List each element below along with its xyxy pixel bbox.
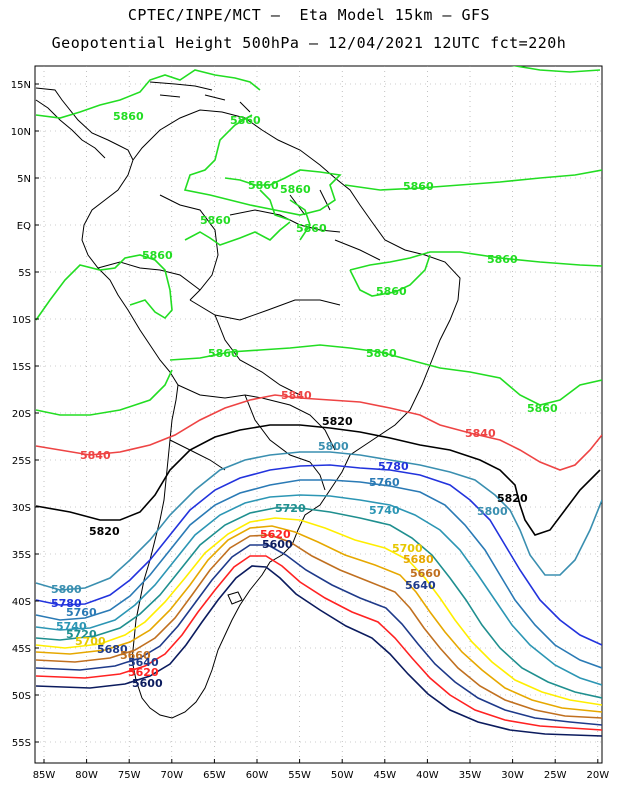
lon-tick-label: 35W (459, 770, 482, 781)
lon-tick-label: 30W (501, 770, 524, 781)
contour-5860 (35, 69, 342, 241)
lat-tick-label: 55S (12, 738, 31, 749)
lon-tick-label: 25W (544, 770, 567, 781)
lat-tick-label: 35S (12, 550, 31, 561)
lat-tick-label: 50S (12, 691, 31, 702)
contour-label: 5860 (403, 180, 434, 193)
lon-tick-label: 40W (416, 770, 439, 781)
contour-label: 5700 (75, 635, 106, 648)
contour-5800 (35, 451, 602, 591)
lon-tick-label: 50W (331, 770, 354, 781)
contour-label: 5660 (410, 567, 441, 580)
lat-tick-label: 10N (11, 127, 31, 138)
lat-tick-label: 30S (12, 503, 31, 514)
contour-label: 5860 (376, 285, 407, 298)
contour-5700 (35, 517, 602, 706)
chart-title: CPTEC/INPE/MCT – Eta Model 15km – GFS (127, 6, 491, 24)
lat-tick-label: 5S (18, 268, 31, 279)
contour-label: 5620 (128, 666, 159, 679)
contour-label: 5620 (260, 528, 291, 541)
contour-5820 (35, 424, 601, 536)
contour-label: 5720 (275, 502, 306, 515)
contour-label: 5740 (369, 504, 400, 517)
contour-label: 5860 (113, 110, 144, 123)
contour-5860 (169, 344, 602, 406)
contour-label: 5760 (66, 606, 97, 619)
lat-tick-label: 40S (12, 597, 31, 608)
contour-label: 5820 (322, 415, 353, 428)
contour-5760 (35, 479, 602, 669)
geopotential-contours (35, 66, 602, 737)
contour-label: 5860 (487, 253, 518, 266)
contour-5680 (35, 525, 602, 713)
lon-tick-label: 20W (586, 770, 609, 781)
contour-label: 5820 (89, 525, 120, 538)
lon-tick-label: 45W (373, 770, 396, 781)
lon-tick-label: 65W (203, 770, 226, 781)
contour-label: 5640 (128, 656, 159, 669)
coastline (35, 81, 461, 719)
lon-tick-label: 85W (33, 770, 56, 781)
contour-label: 5860 (142, 249, 173, 262)
contour-label: 5780 (51, 597, 82, 610)
lon-tick-label: 70W (160, 770, 183, 781)
contour-label: 5720 (66, 628, 97, 641)
contour-label: 5820 (497, 492, 528, 505)
contour-label: 5840 (80, 449, 111, 462)
contour-5860 (349, 251, 602, 297)
contour-5860 (35, 221, 291, 321)
lon-tick-label: 80W (75, 770, 98, 781)
lat-tick-label: 45S (12, 644, 31, 655)
contour-5840 (35, 394, 602, 471)
contour-5600 (35, 565, 602, 737)
contour-label: 5640 (405, 579, 436, 592)
contour-label: 5860 (208, 347, 239, 360)
contour-label: 5840 (281, 389, 312, 402)
contour-label: 5860 (230, 114, 261, 127)
contour-label: 5680 (97, 643, 128, 656)
lat-tick-label: EQ (17, 221, 31, 232)
contour-label: 5860 (296, 222, 327, 235)
lat-tick-label: 15S (12, 362, 31, 373)
contour-label: 5860 (200, 214, 231, 227)
contour-label: 5740 (56, 620, 87, 633)
contour-label: 5680 (403, 553, 434, 566)
lon-tick-label: 60W (246, 770, 269, 781)
contour-label: 5800 (318, 440, 349, 453)
contour-label: 5860 (366, 347, 397, 360)
contour-5860 (344, 66, 602, 191)
lat-tick-label: 5N (17, 174, 31, 185)
contour-labels: 5860 5860 5860 5860 5860 5860 5860 5860 … (51, 110, 558, 690)
contour-5860 (35, 369, 173, 416)
contour-5660 (35, 534, 602, 719)
lon-axis: 85W 80W 75W 70W 65W 60W 55W 50W 45W 40W 35W 30W 25W 2… (33, 759, 609, 781)
contour-label: 5860 (527, 402, 558, 415)
contour-label: 5840 (465, 427, 496, 440)
contour-5640 (35, 544, 602, 726)
lon-tick-label: 55W (288, 770, 311, 781)
contour-label: 5760 (369, 476, 400, 489)
contour-label: 5860 (280, 183, 311, 196)
contour-5740 (35, 494, 602, 686)
contour-label: 5600 (262, 538, 293, 551)
lon-tick-label: 75W (118, 770, 141, 781)
contour-label: 5800 (51, 583, 82, 596)
contour-label: 5860 (248, 179, 279, 192)
contour-label: 5700 (392, 542, 423, 555)
lat-tick-label: 15N (11, 80, 31, 91)
lat-tick-label: 25S (12, 456, 31, 467)
lat-axis: 15N 10N 5N EQ 5S 10S 15S 20S 25S 30S 35S 40S 45S 50S 5… (11, 80, 39, 749)
contour-label: 5780 (378, 460, 409, 473)
contour-label: 5600 (132, 677, 163, 690)
lat-tick-label: 20S (12, 409, 31, 420)
chart-subtitle: Geopotential Height 500hPa – 12/04/2021 … (51, 34, 567, 52)
contour-label: 5800 (477, 505, 508, 518)
contour-5620 (35, 555, 602, 731)
contour-5720 (35, 507, 602, 699)
lat-tick-label: 10S (12, 315, 31, 326)
contour-5780 (35, 464, 602, 646)
contour-label: 5660 (120, 649, 151, 662)
